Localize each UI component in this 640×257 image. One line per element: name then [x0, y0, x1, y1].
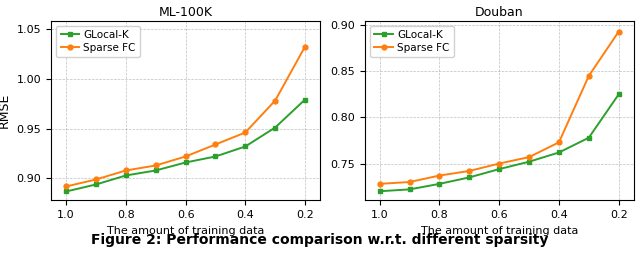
- GLocal-K: [182, 161, 189, 164]
- GLocal-K: [555, 151, 563, 154]
- Title: Douban: Douban: [475, 6, 524, 19]
- GLocal-K: [585, 136, 593, 139]
- GLocal-K: [152, 169, 159, 172]
- Sparse FC: [271, 99, 279, 102]
- Line: GLocal-K: GLocal-K: [378, 92, 621, 194]
- Sparse FC: [615, 30, 623, 33]
- Line: Sparse FC: Sparse FC: [64, 44, 307, 189]
- GLocal-K: [122, 174, 130, 177]
- GLocal-K: [406, 188, 413, 191]
- Line: Sparse FC: Sparse FC: [378, 29, 621, 186]
- Text: Figure 2: Performance comparison w.r.t. different sparsity: Figure 2: Performance comparison w.r.t. …: [92, 233, 548, 247]
- Sparse FC: [585, 74, 593, 77]
- Sparse FC: [555, 141, 563, 144]
- Sparse FC: [152, 164, 159, 167]
- Sparse FC: [92, 178, 100, 181]
- GLocal-K: [212, 155, 220, 158]
- GLocal-K: [62, 190, 70, 193]
- Y-axis label: RMSE: RMSE: [0, 93, 11, 128]
- GLocal-K: [495, 168, 503, 171]
- Legend: GLocal-K, Sparse FC: GLocal-K, Sparse FC: [370, 26, 454, 57]
- X-axis label: The amount of training data: The amount of training data: [107, 226, 264, 236]
- GLocal-K: [525, 160, 533, 163]
- Sparse FC: [436, 174, 444, 177]
- GLocal-K: [241, 145, 249, 148]
- GLocal-K: [436, 182, 444, 185]
- Sparse FC: [182, 155, 189, 158]
- GLocal-K: [271, 126, 279, 129]
- Sparse FC: [241, 131, 249, 134]
- Legend: GLocal-K, Sparse FC: GLocal-K, Sparse FC: [56, 26, 140, 57]
- Sparse FC: [465, 169, 473, 172]
- X-axis label: The amount of training data: The amount of training data: [420, 226, 578, 236]
- Sparse FC: [62, 185, 70, 188]
- Sparse FC: [406, 180, 413, 183]
- Sparse FC: [495, 162, 503, 165]
- Sparse FC: [301, 45, 309, 48]
- Title: ML-100K: ML-100K: [159, 6, 212, 19]
- Line: GLocal-K: GLocal-K: [64, 97, 307, 194]
- GLocal-K: [301, 98, 309, 101]
- Sparse FC: [376, 182, 383, 185]
- GLocal-K: [92, 183, 100, 186]
- GLocal-K: [376, 190, 383, 193]
- Sparse FC: [525, 155, 533, 159]
- Sparse FC: [212, 143, 220, 146]
- Sparse FC: [122, 169, 130, 172]
- GLocal-K: [615, 93, 623, 96]
- GLocal-K: [465, 176, 473, 179]
